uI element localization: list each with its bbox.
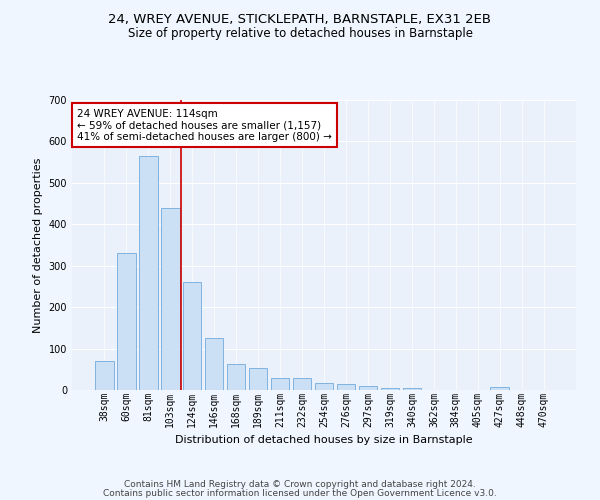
Text: Contains public sector information licensed under the Open Government Licence v3: Contains public sector information licen… <box>103 489 497 498</box>
Bar <box>490 387 509 390</box>
Bar <box>271 378 289 390</box>
Bar <box>403 388 421 390</box>
Bar <box>293 378 311 390</box>
Bar <box>337 384 355 390</box>
Y-axis label: Number of detached properties: Number of detached properties <box>33 158 43 332</box>
Text: 24 WREY AVENUE: 114sqm
← 59% of detached houses are smaller (1,157)
41% of semi-: 24 WREY AVENUE: 114sqm ← 59% of detached… <box>77 108 332 142</box>
Bar <box>359 386 377 390</box>
Text: 24, WREY AVENUE, STICKLEPATH, BARNSTAPLE, EX31 2EB: 24, WREY AVENUE, STICKLEPATH, BARNSTAPLE… <box>109 12 491 26</box>
Bar <box>249 368 268 390</box>
Bar <box>227 364 245 390</box>
Bar <box>205 338 223 390</box>
X-axis label: Distribution of detached houses by size in Barnstaple: Distribution of detached houses by size … <box>175 435 473 445</box>
Text: Size of property relative to detached houses in Barnstaple: Size of property relative to detached ho… <box>128 28 473 40</box>
Bar <box>314 384 334 390</box>
Bar <box>95 361 113 390</box>
Bar <box>161 208 179 390</box>
Text: Contains HM Land Registry data © Crown copyright and database right 2024.: Contains HM Land Registry data © Crown c… <box>124 480 476 489</box>
Bar <box>380 388 399 390</box>
Bar <box>183 282 202 390</box>
Bar <box>139 156 158 390</box>
Bar <box>117 254 136 390</box>
